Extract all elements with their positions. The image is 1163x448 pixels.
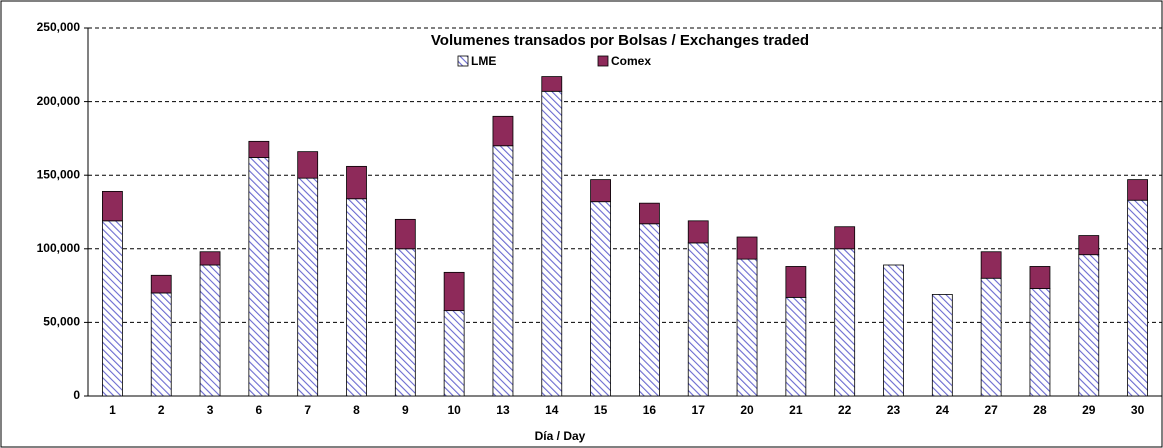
bar-segment [785,296,807,397]
x-tick-label: 17 [692,403,706,417]
bar-segment [492,115,514,147]
bar-segment [1029,266,1051,289]
y-tick-label: 150,000 [37,167,81,181]
x-tick-label: 22 [838,403,852,417]
x-tick-label: 10 [447,403,461,417]
bar-segment [541,76,563,92]
x-tick-label: 24 [936,403,950,417]
x-tick-label: 13 [496,403,510,417]
y-tick-label: 0 [73,388,80,402]
x-tick-label: 21 [789,403,803,417]
x-tick-label: 27 [984,403,998,417]
bar-segment [297,177,319,397]
x-tick-label: 28 [1033,403,1047,417]
bar-segment [443,310,465,397]
x-axis-label: Día / Day [535,429,586,443]
bar-segment [346,165,367,200]
bar-segment [1078,254,1100,397]
bar-segment [248,157,270,397]
x-tick-label: 14 [545,403,559,417]
bar-segment [834,248,856,397]
bar-segment [980,251,1002,279]
y-tick-label: 200,000 [37,94,81,108]
bar-segment [394,218,416,250]
bar-segment [736,236,758,260]
bar-segment [1078,235,1100,256]
legend-label: LME [471,54,496,68]
bar-segment [1127,199,1148,397]
bar-segment [102,190,123,222]
bar-segment [590,201,611,397]
bar-segment [102,220,123,397]
bar-segment [687,242,709,397]
bar-segment [248,140,270,158]
y-tick-label: 100,000 [37,241,81,255]
chart-title: Volumenes transados por Bolsas / Exchang… [431,32,809,49]
x-tick-label: 15 [594,403,608,417]
bar-segment [541,90,563,397]
x-tick-label: 7 [304,403,311,417]
bar-segment [590,179,611,203]
x-tick-label: 3 [207,403,214,417]
bar-segment [394,248,416,397]
x-tick-label: 8 [353,403,360,417]
bar-segment [736,258,758,397]
bar-segment [834,226,856,250]
bar-segment [346,198,367,397]
bar-segment [687,220,709,244]
bar-segment [1029,288,1051,397]
x-tick-label: 23 [887,403,901,417]
bar-segment [883,264,904,397]
bar-segment [443,271,465,312]
bar-segment [1127,179,1148,201]
y-tick-label: 250,000 [37,20,81,34]
x-tick-label: 9 [402,403,409,417]
x-tick-label: 6 [256,403,263,417]
legend-swatch [597,55,609,67]
legend-swatch [457,55,469,67]
x-tick-label: 1 [109,403,116,417]
bar-segment [492,145,514,397]
bar-segment [639,223,660,397]
x-tick-label: 29 [1082,403,1096,417]
bar-segment [297,151,319,179]
bar-segment [199,264,221,397]
bar-segment [785,266,807,298]
x-tick-label: 16 [643,403,657,417]
x-tick-label: 30 [1131,403,1145,417]
x-tick-label: 2 [158,403,165,417]
bar-segment [150,292,172,397]
legend-label: Comex [611,54,651,68]
y-tick-label: 50,000 [43,315,80,329]
bar-segment [980,277,1002,397]
bar-segment [639,202,660,225]
bar-segment [150,274,172,294]
bar-segment [199,251,221,266]
bar-segment [931,294,953,397]
x-tick-label: 20 [740,403,754,417]
